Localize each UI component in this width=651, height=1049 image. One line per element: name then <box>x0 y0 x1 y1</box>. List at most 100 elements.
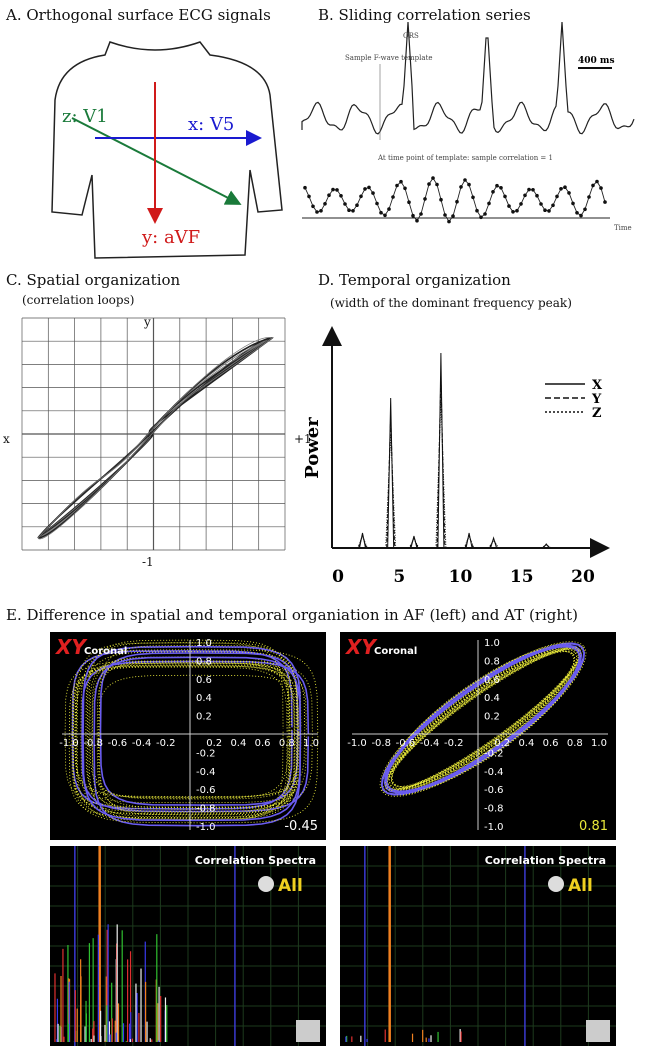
loop-trace <box>91 656 299 800</box>
loop-trace <box>390 651 576 787</box>
torso-outline <box>51 41 283 259</box>
loop-trace <box>68 665 295 819</box>
spectral-peak <box>386 415 396 549</box>
point <box>595 179 599 184</box>
toggle-icon <box>548 876 564 892</box>
point <box>547 209 551 213</box>
point <box>507 204 511 208</box>
spectrum-lines <box>357 352 552 549</box>
point <box>599 186 603 190</box>
point <box>559 187 563 191</box>
point <box>411 213 415 218</box>
point <box>539 202 543 206</box>
point <box>307 194 311 199</box>
point <box>371 191 375 195</box>
loop-trace <box>75 664 307 804</box>
y-tick-label: 0.6 <box>196 675 212 686</box>
point <box>567 191 571 195</box>
point <box>531 188 535 192</box>
loop-trace <box>72 661 291 819</box>
loop-trace <box>86 642 293 818</box>
panel-title: C. Spatial organization <box>6 271 181 289</box>
x-tick-label: 0.2 <box>206 738 222 749</box>
loop-trace <box>385 646 581 792</box>
axis-label: y <box>143 315 151 329</box>
loop-trace <box>89 656 289 799</box>
point <box>487 201 491 206</box>
loop-trace <box>88 639 290 820</box>
x-tick-label: -1.0 <box>59 738 79 749</box>
loop <box>37 337 273 539</box>
axis-label: -1 <box>142 555 154 569</box>
y-tick-label: -0.8 <box>196 804 216 815</box>
panel-title: B. Sliding correlation series <box>318 6 531 24</box>
point <box>399 179 403 184</box>
loop-trace <box>385 647 581 791</box>
spectral-peak <box>357 535 368 549</box>
legend: XYZ <box>545 378 603 421</box>
point <box>587 195 591 199</box>
spectra-title: Correlation Spectra <box>195 854 316 867</box>
point <box>435 182 439 187</box>
spectra-button: All <box>278 876 303 896</box>
point <box>483 212 487 216</box>
spectral-peak <box>408 537 420 549</box>
correlation-plot: -1.0 -0.8 -0.6 -0.4 -0.2 0.2 0.4 0.6 0.8 1.01.00.… <box>50 632 326 840</box>
point <box>499 186 503 190</box>
panel-title: A. Orthogonal surface ECG signals <box>5 6 271 24</box>
legend-label: Y <box>591 392 602 407</box>
spectral-peak <box>436 376 446 549</box>
point <box>439 197 443 202</box>
point <box>535 193 539 198</box>
point <box>379 210 383 215</box>
y-tick-label: 0.2 <box>196 712 212 723</box>
point <box>523 193 527 198</box>
x-tick-label: 0.2 <box>494 738 510 749</box>
point <box>347 208 351 212</box>
x-tick-label: -0.2 <box>444 738 464 749</box>
loop <box>37 337 274 539</box>
x-tick-label: 15 <box>510 567 534 587</box>
loop-trace <box>82 645 302 822</box>
x-tick-label: 0.6 <box>543 738 559 749</box>
point <box>463 178 467 182</box>
point <box>495 183 499 188</box>
y-tick-label: -1.0 <box>196 822 216 833</box>
point <box>459 185 463 189</box>
corner-icon <box>586 1020 610 1042</box>
y-tick-label: 0.4 <box>484 693 500 704</box>
x-tick-label: 0.8 <box>567 738 583 749</box>
loop-trace <box>379 641 587 797</box>
y-tick-label: 0.6 <box>484 675 500 686</box>
point <box>367 185 371 190</box>
loop-trace <box>96 660 291 813</box>
loop <box>37 337 273 539</box>
loop <box>37 337 273 539</box>
x-tick-label: 0.6 <box>255 738 271 749</box>
x-tick-label: 0.8 <box>279 738 295 749</box>
point <box>319 209 323 213</box>
scale-label: 400 ms <box>578 56 615 66</box>
loop-trace <box>384 645 582 793</box>
point <box>575 211 579 215</box>
point <box>515 208 519 213</box>
point <box>415 218 419 223</box>
x-tick-label: 1.0 <box>591 738 607 749</box>
legend-label: X <box>592 378 603 393</box>
correlation-trace <box>304 177 606 223</box>
y-tick-label: -0.8 <box>484 804 504 815</box>
loop-trace <box>384 646 582 792</box>
point <box>491 190 495 194</box>
point <box>343 202 347 206</box>
x-tick-label: 20 <box>571 567 595 587</box>
plot-label: Coronal <box>374 646 417 657</box>
annotation: QRS <box>403 32 419 40</box>
point <box>423 197 427 201</box>
point <box>383 213 387 218</box>
x-tick-label: -0.8 <box>371 738 391 749</box>
loop <box>37 337 273 539</box>
point <box>407 200 411 204</box>
panel-subtitle: (width of the dominant frequency peak) <box>330 296 572 310</box>
grid <box>21 317 286 551</box>
